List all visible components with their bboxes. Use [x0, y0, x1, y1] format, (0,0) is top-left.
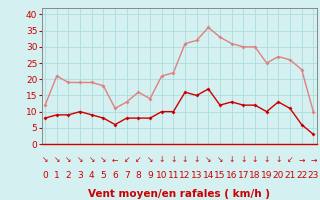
- Text: ↙: ↙: [124, 156, 130, 164]
- Text: 3: 3: [77, 171, 83, 180]
- Text: 11: 11: [168, 171, 179, 180]
- Text: →: →: [299, 156, 305, 164]
- Text: ↓: ↓: [182, 156, 188, 164]
- Text: ↓: ↓: [240, 156, 246, 164]
- Text: ↘: ↘: [217, 156, 223, 164]
- Text: ↘: ↘: [77, 156, 83, 164]
- Text: ←: ←: [112, 156, 118, 164]
- Text: ↓: ↓: [228, 156, 235, 164]
- Text: ↘: ↘: [100, 156, 107, 164]
- Text: 22: 22: [296, 171, 307, 180]
- Text: 0: 0: [42, 171, 48, 180]
- Text: 4: 4: [89, 171, 94, 180]
- Text: 12: 12: [179, 171, 191, 180]
- Text: ↙: ↙: [135, 156, 141, 164]
- Text: 17: 17: [237, 171, 249, 180]
- Text: ↘: ↘: [42, 156, 48, 164]
- Text: ↓: ↓: [252, 156, 258, 164]
- Text: 20: 20: [273, 171, 284, 180]
- Text: 8: 8: [135, 171, 141, 180]
- Text: 10: 10: [156, 171, 167, 180]
- Text: 15: 15: [214, 171, 226, 180]
- Text: ↘: ↘: [147, 156, 153, 164]
- Text: 9: 9: [147, 171, 153, 180]
- Text: 23: 23: [308, 171, 319, 180]
- Text: →: →: [310, 156, 316, 164]
- Text: ↘: ↘: [205, 156, 212, 164]
- Text: 16: 16: [226, 171, 237, 180]
- Text: 2: 2: [66, 171, 71, 180]
- Text: 21: 21: [284, 171, 296, 180]
- Text: 18: 18: [249, 171, 261, 180]
- Text: ↙: ↙: [287, 156, 293, 164]
- Text: ↓: ↓: [158, 156, 165, 164]
- Text: 7: 7: [124, 171, 130, 180]
- Text: 6: 6: [112, 171, 118, 180]
- Text: Vent moyen/en rafales ( km/h ): Vent moyen/en rafales ( km/h ): [88, 189, 270, 199]
- Text: ↓: ↓: [275, 156, 282, 164]
- Text: 1: 1: [54, 171, 60, 180]
- Text: ↘: ↘: [89, 156, 95, 164]
- Text: ↘: ↘: [65, 156, 72, 164]
- Text: ↓: ↓: [170, 156, 177, 164]
- Text: ↘: ↘: [53, 156, 60, 164]
- Text: 13: 13: [191, 171, 203, 180]
- Text: ↓: ↓: [194, 156, 200, 164]
- Text: 19: 19: [261, 171, 272, 180]
- Text: ↓: ↓: [263, 156, 270, 164]
- Text: 14: 14: [203, 171, 214, 180]
- Text: 5: 5: [100, 171, 106, 180]
